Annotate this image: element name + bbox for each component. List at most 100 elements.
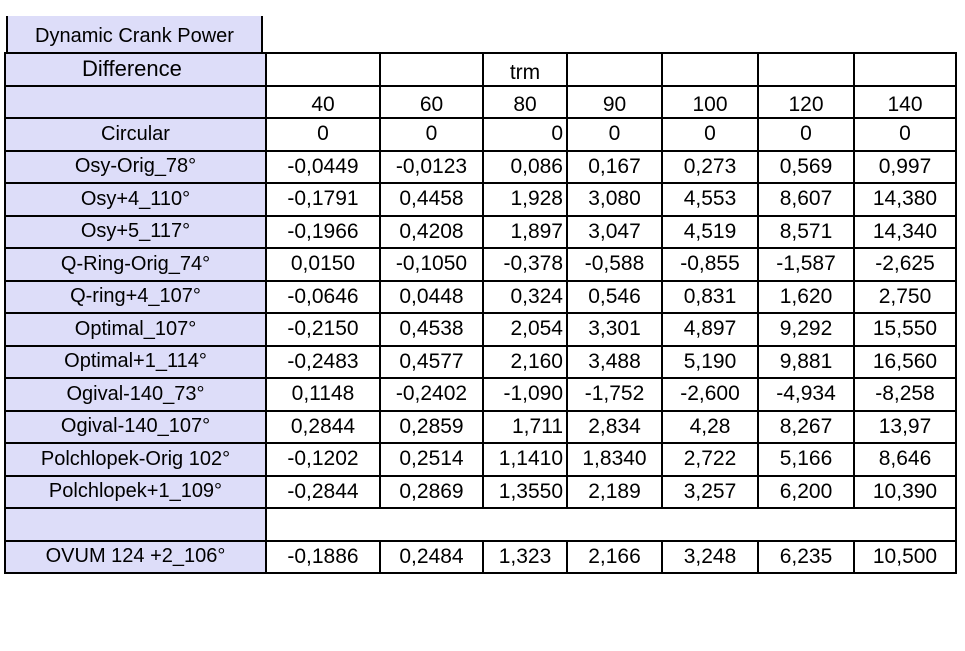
value-cell: -0,378 xyxy=(482,247,568,282)
value-cell: 3,488 xyxy=(566,344,663,379)
row-label: Q-ring+4_107° xyxy=(4,279,267,314)
empty-header-cell xyxy=(379,52,484,87)
value-cell: -0,2402 xyxy=(379,377,484,412)
spacer-label-cell xyxy=(4,507,267,542)
value-cell: 4,553 xyxy=(661,182,759,217)
column-header: 140 xyxy=(853,84,957,119)
value-cell: 5,190 xyxy=(661,344,759,379)
row-label: Optimal_107° xyxy=(4,312,267,347)
row-label: Optimal+1_114° xyxy=(4,344,267,379)
value-cell: 0,997 xyxy=(853,149,957,184)
crank-power-table: Difference trm 40 60 80 90 100 120 140 Circular 0 0… xyxy=(4,52,957,574)
table-row: Ogival-140_73° 0,1148 -0,2402 -1,090 -1,752-… xyxy=(4,377,957,412)
value-cell: -1,587 xyxy=(757,247,855,282)
value-cell: 0,546 xyxy=(566,279,663,314)
value-cell: 0,1148 xyxy=(265,377,381,412)
value-cell: 0,2484 xyxy=(379,539,484,574)
value-cell: 10,390 xyxy=(853,474,957,509)
table-row: Q-Ring-Orig_74° 0,0150 -0,1050 -0,378 -0,588… xyxy=(4,247,957,282)
value-cell: 0 xyxy=(853,117,957,152)
value-cell: -2,600 xyxy=(661,377,759,412)
value-cell: 2,750 xyxy=(853,279,957,314)
spacer-cell xyxy=(266,507,957,542)
header-row-group: Difference trm xyxy=(4,52,957,87)
value-cell: 0,273 xyxy=(661,149,759,184)
value-cell: 0 xyxy=(661,117,759,152)
value-cell: 2,166 xyxy=(566,539,663,574)
row-label: Osy-Orig_78° xyxy=(4,149,267,184)
row-label: Circular xyxy=(4,117,267,152)
value-cell: -1,752 xyxy=(566,377,663,412)
value-cell: 1,323 xyxy=(482,539,568,574)
value-cell: 0 xyxy=(757,117,855,152)
value-cell: 0,569 xyxy=(757,149,855,184)
group-label-cell: trm xyxy=(482,52,568,87)
value-cell: 0,0150 xyxy=(265,247,381,282)
value-cell: 6,200 xyxy=(757,474,855,509)
value-cell: 0,4458 xyxy=(379,182,484,217)
column-header-row: 40 60 80 90 100 120 140 xyxy=(4,84,957,119)
subtitle-cell: Difference xyxy=(4,52,267,87)
value-cell: -2,625 xyxy=(853,247,957,282)
value-cell: 4,28 xyxy=(661,409,759,444)
value-cell: 9,881 xyxy=(757,344,855,379)
table-row: Ogival-140_107° 0,2844 0,2859 1,711 2,834 4,2… xyxy=(4,409,957,444)
value-cell: 0,4577 xyxy=(379,344,484,379)
value-cell: 3,248 xyxy=(661,539,759,574)
empty-header-cell xyxy=(265,52,381,87)
value-cell: 3,257 xyxy=(661,474,759,509)
table-row: Polchlopek+1_109° -0,2844 0,2869 1,3550 2,18… xyxy=(4,474,957,509)
value-cell: 2,722 xyxy=(661,442,759,477)
row-label: Osy+5_117° xyxy=(4,214,267,249)
column-header: 100 xyxy=(661,84,759,119)
column-header: 80 xyxy=(482,84,568,119)
value-cell: -0,0449 xyxy=(265,149,381,184)
value-cell: -0,855 xyxy=(661,247,759,282)
value-cell: 1,711 xyxy=(482,409,568,444)
value-cell: 0,2859 xyxy=(379,409,484,444)
value-cell: -8,258 xyxy=(853,377,957,412)
table-row: Optimal_107° -0,2150 0,4538 2,054 3,301 4,897… xyxy=(4,312,957,347)
value-cell: 16,560 xyxy=(853,344,957,379)
value-cell: -0,1050 xyxy=(379,247,484,282)
row-label: Polchlopek+1_109° xyxy=(4,474,267,509)
value-cell: -4,934 xyxy=(757,377,855,412)
value-cell: 8,571 xyxy=(757,214,855,249)
value-cell: 14,380 xyxy=(853,182,957,217)
value-cell: 4,519 xyxy=(661,214,759,249)
value-cell: -0,2844 xyxy=(265,474,381,509)
corner-cell xyxy=(4,84,267,119)
empty-header-cell xyxy=(566,52,663,87)
value-cell: 9,292 xyxy=(757,312,855,347)
value-cell: 8,267 xyxy=(757,409,855,444)
value-cell: -0,0646 xyxy=(265,279,381,314)
row-label: Osy+4_110° xyxy=(4,182,267,217)
value-cell: 1,1410 xyxy=(482,442,568,477)
value-cell: 0,4208 xyxy=(379,214,484,249)
row-label: Polchlopek-Orig 102° xyxy=(4,442,267,477)
table-row: Circular 0 0 0 0 0 0 0 xyxy=(4,117,957,152)
value-cell: 4,897 xyxy=(661,312,759,347)
value-cell: 2,834 xyxy=(566,409,663,444)
value-cell: -0,588 xyxy=(566,247,663,282)
table-row: Osy+5_117° -0,1966 0,4208 1,897 3,047 4,519 8,… xyxy=(4,214,957,249)
value-cell: 0 xyxy=(379,117,484,152)
table-row: Optimal+1_114° -0,2483 0,4577 2,160 3,488 5,1… xyxy=(4,344,957,379)
value-cell: 5,166 xyxy=(757,442,855,477)
table-row: Osy+4_110° -0,1791 0,4458 1,928 3,080 4,553 8,… xyxy=(4,182,957,217)
value-cell: 0,831 xyxy=(661,279,759,314)
value-cell: 1,3550 xyxy=(482,474,568,509)
value-cell: 0,2869 xyxy=(379,474,484,509)
empty-header-cell xyxy=(853,52,957,87)
value-cell: 0,324 xyxy=(482,279,568,314)
value-cell: 15,550 xyxy=(853,312,957,347)
value-cell: 3,080 xyxy=(566,182,663,217)
value-cell: 3,301 xyxy=(566,312,663,347)
empty-header-cell xyxy=(757,52,855,87)
value-cell: 0,2844 xyxy=(265,409,381,444)
value-cell: 13,97 xyxy=(853,409,957,444)
table-row: Q-ring+4_107° -0,0646 0,0448 0,324 0,546 0,83… xyxy=(4,279,957,314)
row-label: OVUM 124 +2_106° xyxy=(4,539,267,574)
table-title: Dynamic Crank Power xyxy=(6,16,263,52)
value-cell: 0 xyxy=(265,117,381,152)
